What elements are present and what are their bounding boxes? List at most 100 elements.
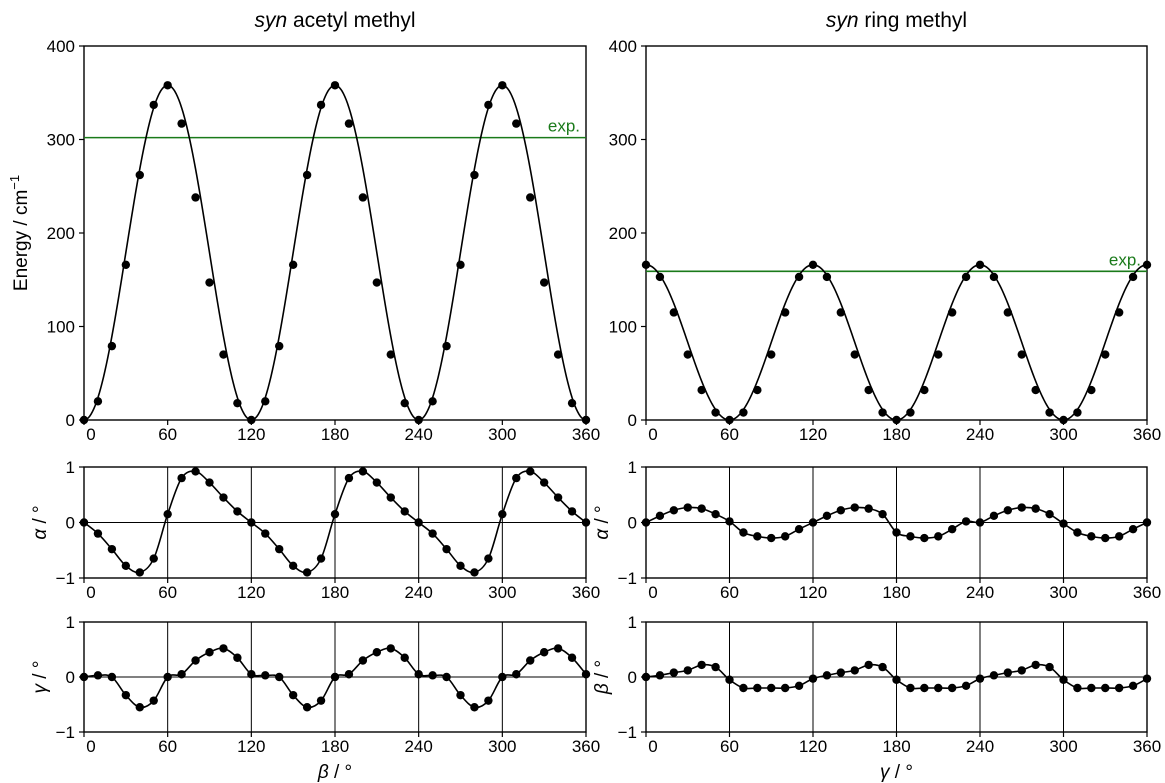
data-point: [655, 671, 665, 680]
panel-title: syn ring methyl: [826, 9, 967, 32]
panel-title-italic: syn: [254, 9, 287, 32]
x-tick-label: 300: [488, 737, 516, 756]
data-point: [934, 350, 943, 359]
data-point: [934, 532, 943, 541]
data-point: [1003, 506, 1013, 515]
data-point: [808, 260, 818, 269]
data-point: [316, 696, 326, 705]
data-point: [669, 308, 679, 317]
data-point: [878, 408, 887, 417]
x-tick-label: 60: [720, 737, 739, 756]
data-point: [553, 350, 563, 359]
data-point: [484, 100, 493, 110]
data-point: [920, 385, 929, 395]
data-point: [961, 272, 971, 282]
data-point: [989, 671, 999, 680]
data-point: [372, 278, 382, 287]
data-point: [191, 656, 200, 665]
data-point: [400, 507, 409, 516]
data-point: [1073, 683, 1082, 693]
panel-top-left: 0 60 120 180 240 300 360 0 100 200 300 400 exp. syn a…: [7, 9, 600, 444]
data-point: [892, 528, 901, 537]
data-point: [330, 672, 340, 682]
x-tick-label: 0: [86, 737, 95, 756]
y-tick-label: 1: [628, 458, 637, 477]
data-point: [836, 668, 846, 677]
data-point: [753, 683, 762, 693]
data-point: [836, 506, 846, 515]
y-axis-label-unit: / °: [592, 660, 613, 683]
data-point: [1114, 308, 1124, 317]
data-point: [414, 518, 423, 527]
data-point: [400, 653, 409, 662]
data-point: [386, 644, 395, 653]
data-point: [414, 670, 423, 679]
data-point: [581, 670, 591, 679]
y-axis-label-sup: −1: [7, 175, 22, 190]
y-tick-label: 0: [66, 411, 75, 430]
data-point: [93, 397, 103, 406]
data-point: [1128, 681, 1138, 690]
data-point: [191, 467, 200, 476]
data-point: [1142, 674, 1152, 683]
data-point: [177, 473, 186, 483]
data-point: [808, 674, 818, 683]
data-point: [975, 260, 985, 269]
data-point: [372, 478, 382, 487]
data-point: [135, 703, 144, 712]
data-point: [553, 644, 563, 653]
data-point: [79, 415, 89, 425]
data-point: [794, 272, 804, 282]
data-point: [79, 518, 89, 527]
y-axis-label-unit: / °: [30, 505, 51, 528]
data-point: [498, 81, 507, 90]
data-point: [121, 561, 131, 570]
data-point: [149, 554, 158, 563]
data-point: [539, 278, 549, 287]
data-point: [581, 518, 591, 527]
data-point: [697, 660, 706, 670]
data-point: [316, 100, 326, 110]
data-point: [316, 554, 326, 563]
data-point: [247, 670, 256, 679]
data-point: [1087, 532, 1096, 541]
data-point: [428, 671, 437, 680]
data-point: [878, 662, 887, 672]
data-point: [247, 518, 256, 527]
data-point: [920, 683, 929, 693]
data-point: [975, 674, 985, 683]
x-tick-label: 120: [799, 737, 827, 756]
data-point: [1114, 532, 1124, 541]
data-point: [1045, 408, 1054, 417]
data-point: [989, 511, 999, 521]
data-point: [1031, 660, 1040, 670]
data-point: [163, 81, 172, 90]
data-point: [470, 170, 479, 180]
data-point: [711, 408, 720, 417]
data-point: [1059, 415, 1068, 425]
data-point: [275, 341, 284, 351]
panel-title-rest: acetyl methyl: [287, 9, 415, 32]
data-point: [330, 81, 340, 90]
x-tick-label: 0: [648, 425, 657, 444]
data-point: [358, 467, 368, 476]
y-axis-label: β / °: [592, 660, 613, 695]
data-point: [512, 119, 521, 128]
data-point: [641, 672, 651, 682]
x-tick-label: 360: [1133, 425, 1161, 444]
panel-title-rest: ring methyl: [859, 9, 968, 32]
x-tick-label: 300: [1049, 425, 1077, 444]
y-tick-label: 0: [628, 514, 637, 533]
data-point: [400, 398, 409, 408]
y-axis-label-unit: / °: [592, 505, 613, 528]
data-point: [683, 666, 692, 675]
data-point: [344, 119, 354, 128]
data-point: [1003, 668, 1013, 677]
data-point: [261, 529, 270, 538]
x-tick-label: 240: [966, 737, 994, 756]
data-point: [1059, 519, 1068, 528]
data-point: [512, 670, 521, 679]
data-point: [1017, 350, 1026, 359]
data-point: [655, 272, 665, 282]
